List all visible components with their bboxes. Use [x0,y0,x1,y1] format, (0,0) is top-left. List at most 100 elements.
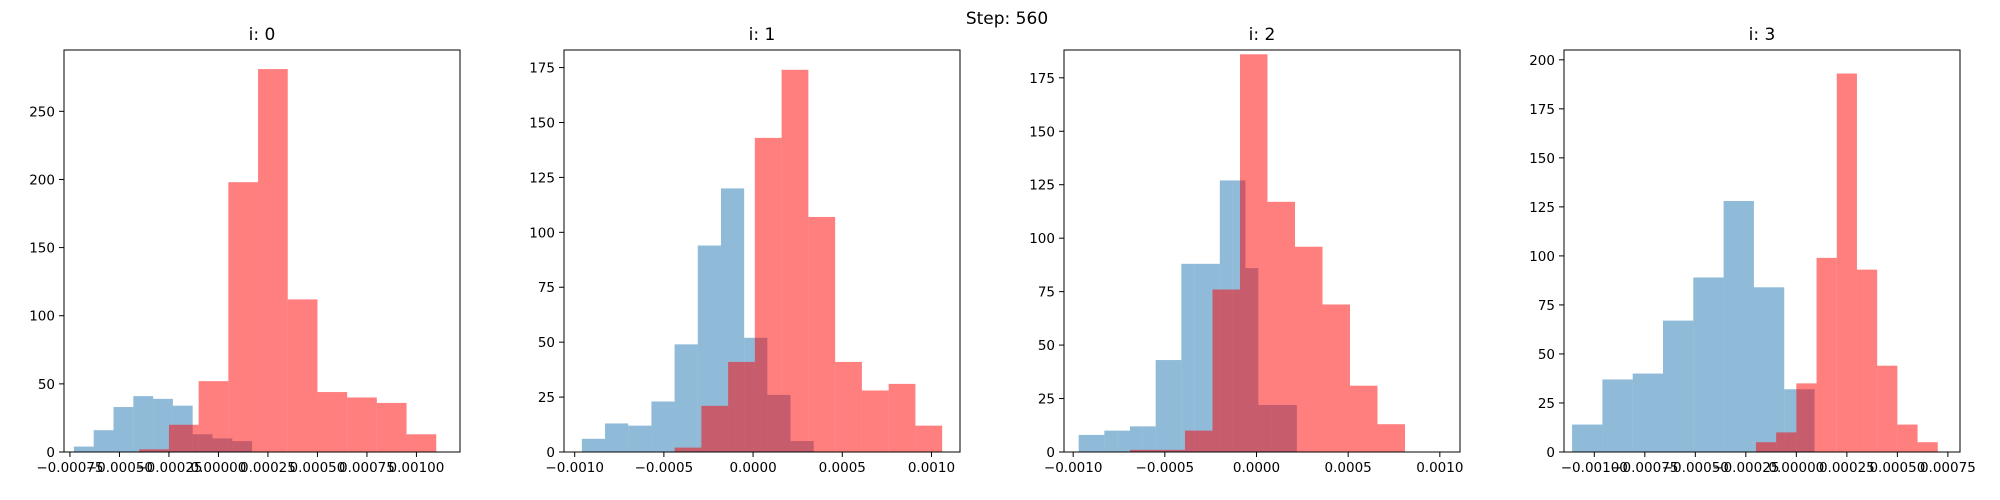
red-histogram-bar [228,182,259,452]
blue-histogram-bar [697,245,721,452]
panel-title: i: 1 [749,25,776,45]
y-tick-label: 100 [1029,231,1055,247]
blue-histogram-bar [1663,320,1694,452]
blue-histogram-bar [1723,201,1754,452]
y-tick-label: 200 [29,172,55,188]
y-axis: 0 50 100 150 200 250 [29,104,64,461]
blue-histogram-bar [628,425,652,452]
red-histogram-bar [1350,385,1378,452]
red-histogram-bar [781,69,809,452]
red-histogram-bar [1295,246,1323,452]
red-histogram-bar [754,137,782,452]
x-tick-label: −0.00075 [1611,460,1678,476]
y-tick-label: 75 [1038,285,1055,301]
red-histogram-bar [1776,432,1797,452]
blue-histogram-bar [1155,360,1169,452]
y-tick-label: 25 [538,390,555,406]
blue-histogram-bar [651,401,675,452]
red-histogram-bar [1185,430,1213,452]
y-tick-label: 0 [46,445,55,461]
y-tick-label: 150 [1529,151,1555,167]
y-tick-label: 125 [1529,200,1555,216]
blue-histogram-bar [1632,373,1663,452]
x-tick-label: 0.0000 [1233,460,1280,476]
blue-histogram-bar [1602,379,1633,452]
x-tick-label: 0.00000 [191,460,247,476]
y-tick-label: 250 [29,104,55,120]
y-tick-label: 50 [38,377,55,393]
y-axis: 0 25 50 75 100 125 150 175 [529,61,564,461]
red-histogram-bar [287,299,318,452]
blue-histogram-bar [1572,424,1603,452]
x-tick-label: −0.00050 [1662,460,1729,476]
x-axis: −0.00075−0.00050−0.000250.000000.000250.… [36,452,444,476]
red-histogram-bar [406,434,437,452]
y-tick-label: 50 [538,335,555,351]
x-tick-label: −0.00100 [1561,460,1628,476]
x-tick-label: −0.00025 [135,460,202,476]
blue-histogram-bar [1130,426,1143,452]
y-tick-label: 75 [538,280,555,296]
plot-frame [63,49,461,453]
blue-histogram-bar [1753,287,1785,452]
y-tick-label: 150 [29,241,55,257]
red-histogram-bar [258,69,288,452]
x-tick-label: 0.00050 [1869,460,1925,476]
blue-histogram-bar [1117,430,1130,452]
red-histogram-bar [1897,424,1918,452]
red-histogram-bar [808,216,836,452]
red-histogram-bar [1856,269,1878,452]
y-tick-label: 150 [1029,124,1055,140]
x-tick-label: 0.0005 [1325,460,1372,476]
x-tick-label: 0.0010 [908,460,955,476]
plot-frame [1063,49,1461,453]
x-tick-label: 0.00075 [339,460,395,476]
histogram-bars [1078,54,1405,452]
x-tick-label: 0.00050 [290,460,346,476]
y-tick-label: 0 [546,445,555,461]
y-tick-label: 75 [1538,298,1555,314]
y-tick-label: 100 [29,309,55,325]
blue-histogram-bar [73,446,94,452]
blue-histogram-bar [1168,360,1182,452]
x-tick-label: 0.00025 [240,460,296,476]
panel-title: i: 2 [1249,25,1276,45]
red-histogram-bar [674,447,702,452]
y-tick-label: 125 [529,170,555,186]
y-tick-label: 50 [1538,347,1555,363]
panel-title: i: 0 [249,25,276,45]
red-histogram-bar [835,361,862,452]
histogram-bars [1572,73,1938,452]
blue-histogram-bar [674,344,698,452]
panel-2: −0.0010 −0.0005 0.0000 0.0005 0.0010 0 25 50 75… [1029,25,1463,476]
x-tick-label: −0.0005 [1136,460,1195,476]
red-histogram-bar [1212,289,1240,452]
red-histogram-bar [728,361,755,452]
red-histogram-bar [861,390,889,452]
panel-title: i: 3 [1749,25,1776,45]
red-histogram-bar [347,397,377,452]
y-tick-label: 100 [529,225,555,241]
blue-histogram-bar [1142,426,1156,452]
y-tick-label: 0 [1046,445,1055,461]
blue-histogram-bar [1181,263,1195,452]
x-tick-label: −0.00075 [36,460,103,476]
blue-histogram-bar [605,423,629,452]
red-histogram-bar [1322,304,1350,452]
y-axis: 0 25 50 75 100 125 150 175 [1029,71,1064,461]
red-histogram-bar [1877,365,1898,452]
red-histogram-bar [1816,257,1837,452]
x-tick-label: 0.00100 [389,460,445,476]
blue-histogram-bar [93,430,114,452]
red-histogram-bar [1917,442,1938,452]
x-tick-label: −0.00050 [86,460,153,476]
red-histogram-bar [1377,424,1405,452]
figure-suptitle: Step: 560 [966,9,1048,29]
red-histogram-bar [1130,449,1158,452]
red-histogram-bar [1796,383,1817,452]
blue-histogram-bar [1194,263,1207,452]
x-axis: −0.00100−0.00075−0.00050−0.000250.000000… [1561,452,1976,476]
x-tick-label: 0.0005 [819,460,866,476]
red-histogram-bar [1240,54,1268,452]
